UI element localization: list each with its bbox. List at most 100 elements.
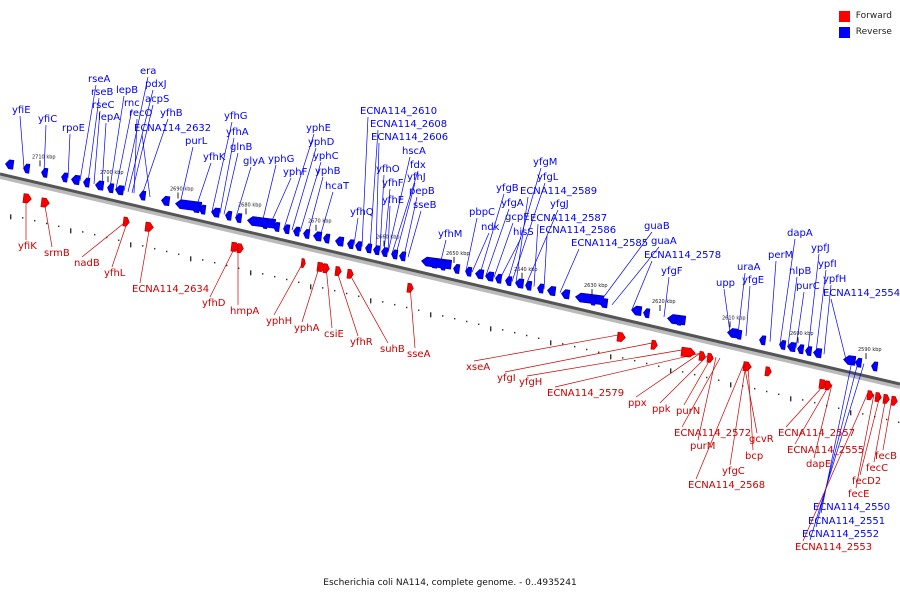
gene-r29[interactable] <box>373 245 381 256</box>
gene-label-yfgb[interactable]: yfgB <box>496 183 519 194</box>
gene-r38[interactable] <box>475 269 485 280</box>
gene-label-pdxj[interactable]: pdxJ <box>145 79 167 90</box>
gene-label-ypfi[interactable]: ypfI <box>818 259 837 270</box>
gene-label-ppk[interactable]: ppk <box>652 404 671 415</box>
gene-f1[interactable] <box>40 197 50 208</box>
gene-r39[interactable] <box>485 271 495 282</box>
gene-r45[interactable] <box>547 286 557 297</box>
gene-label-reco[interactable]: recO <box>129 108 153 119</box>
gene-r56[interactable] <box>759 335 767 346</box>
gene-label-ecna114-2634[interactable]: ECNA114_2634 <box>132 284 209 295</box>
gene-label-hiss[interactable]: hisS <box>513 227 534 238</box>
gene-label-yfge[interactable]: yfgE <box>742 275 764 286</box>
gene-label-ecna114-2553[interactable]: ECNA114_2553 <box>795 542 872 553</box>
gene-label-rsec[interactable]: rseC <box>92 100 114 111</box>
gene-f12[interactable] <box>616 331 626 342</box>
gene-r1[interactable] <box>23 163 31 174</box>
gene-r23[interactable] <box>313 231 323 242</box>
gene-r6[interactable] <box>95 180 105 191</box>
gene-r55[interactable] <box>735 329 743 340</box>
gene-label-yphb[interactable]: yphB <box>315 166 341 177</box>
gene-r62[interactable] <box>842 355 857 366</box>
gene-label-yfgj[interactable]: yfgJ <box>550 199 569 210</box>
gene-label-glnb[interactable]: glnB <box>230 142 252 153</box>
gene-r51[interactable] <box>643 308 651 319</box>
gene-label-pbpc[interactable]: pbpC <box>469 207 495 218</box>
gene-label-yfho[interactable]: yfhO <box>376 164 400 175</box>
gene-label-ecna114-2579[interactable]: ECNA114_2579 <box>547 388 624 399</box>
gene-r36[interactable] <box>453 263 461 274</box>
gene-r28[interactable] <box>365 243 373 254</box>
gene-r48[interactable] <box>589 295 597 306</box>
gene-f10[interactable] <box>346 268 354 279</box>
gene-label-rsea[interactable]: rseA <box>88 74 110 85</box>
gene-f24[interactable] <box>890 395 898 406</box>
gene-r14[interactable] <box>211 207 221 218</box>
gene-label-rseb[interactable]: rseB <box>91 87 113 98</box>
gene-f23[interactable] <box>882 393 890 404</box>
gene-label-lepb[interactable]: lepB <box>116 85 138 96</box>
gene-r24[interactable] <box>323 233 331 244</box>
gene-label-ecna114-2554[interactable]: ECNA114_2554 <box>823 288 900 299</box>
gene-label-hcat[interactable]: hcaT <box>325 181 350 192</box>
gene-label-yfhe[interactable]: yfhE <box>382 195 404 206</box>
gene-label-ecna114-2578[interactable]: ECNA114_2578 <box>644 250 721 261</box>
gene-label-ssea[interactable]: sseA <box>407 349 431 360</box>
gene-label-glya[interactable]: glyA <box>243 156 265 167</box>
gene-label-yfgl[interactable]: yfgL <box>537 172 559 183</box>
gene-label-ppx[interactable]: ppx <box>628 398 647 409</box>
gene-r15[interactable] <box>225 210 233 221</box>
gene-label-yfhb[interactable]: yfhB <box>160 108 183 119</box>
gene-r12[interactable] <box>191 202 201 214</box>
gene-r37[interactable] <box>465 266 473 277</box>
gene-label-dapa[interactable]: dapA <box>787 228 813 239</box>
gene-label-sseb[interactable]: sseB <box>413 200 437 211</box>
gene-label-lepa[interactable]: lepA <box>98 112 120 123</box>
gene-label-ypfh[interactable]: ypfH <box>823 274 846 285</box>
gene-label-ecna114-2587[interactable]: ECNA114_2587 <box>530 213 607 224</box>
gene-label-guab[interactable]: guaB <box>644 221 670 232</box>
gene-label-fecb[interactable]: fecB <box>875 451 897 462</box>
gene-label-yfhm[interactable]: yfhM <box>438 229 462 240</box>
gene-label-nlpb[interactable]: nlpB <box>789 266 811 277</box>
gene-label-yfhj[interactable]: yfhJ <box>407 172 426 183</box>
gene-f0[interactable] <box>22 193 32 204</box>
gene-label-csie[interactable]: csiE <box>324 329 344 340</box>
gene-label-rnc[interactable]: rnc <box>124 98 140 109</box>
gene-label-fdx[interactable]: fdx <box>410 160 426 171</box>
gene-label-yphf[interactable]: yphF <box>283 167 308 178</box>
gene-r5[interactable] <box>83 177 91 188</box>
gene-label-guaa[interactable]: guaA <box>651 236 677 247</box>
gene-r53[interactable] <box>675 315 683 326</box>
gene-r25[interactable] <box>335 236 345 247</box>
gene-r34[interactable] <box>429 258 439 269</box>
gene-label-yfik[interactable]: yfiK <box>18 241 37 252</box>
gene-r3[interactable] <box>61 172 69 183</box>
gene-r26[interactable] <box>347 239 355 250</box>
gene-label-purl[interactable]: purL <box>185 136 208 147</box>
gene-r43[interactable] <box>525 280 533 291</box>
gene-label-hmpa[interactable]: hmpA <box>230 306 259 317</box>
gene-r0[interactable] <box>5 159 15 170</box>
gene-r46[interactable] <box>561 289 571 300</box>
gene-label-yfgm[interactable]: yfgM <box>533 157 557 168</box>
gene-label-ecna114-2608[interactable]: ECNA114_2608 <box>370 119 447 130</box>
gene-label-yfie[interactable]: yfiE <box>12 105 31 116</box>
gene-r63[interactable] <box>855 357 863 368</box>
gene-f15[interactable] <box>698 350 706 361</box>
gene-f3[interactable] <box>144 221 154 232</box>
gene-label-yfga[interactable]: yfgA <box>501 198 524 209</box>
gene-label-ecna114-2555[interactable]: ECNA114_2555 <box>787 445 864 456</box>
gene-r40[interactable] <box>495 273 503 284</box>
gene-label-era[interactable]: era <box>140 66 156 77</box>
gene-r2[interactable] <box>41 167 49 178</box>
gene-label-ecna114-2551[interactable]: ECNA114_2551 <box>808 516 885 527</box>
gene-r10[interactable] <box>161 195 171 207</box>
gene-r64[interactable] <box>871 361 879 372</box>
gene-label-yfhr[interactable]: yfhR <box>350 337 373 348</box>
gene-label-ecna114-2585[interactable]: ECNA114_2585 <box>571 238 648 249</box>
gene-r13[interactable] <box>199 204 207 215</box>
gene-label-ecna114-2589[interactable]: ECNA114_2589 <box>520 186 597 197</box>
gene-r59[interactable] <box>797 344 805 355</box>
gene-label-yphe[interactable]: yphE <box>306 123 331 134</box>
